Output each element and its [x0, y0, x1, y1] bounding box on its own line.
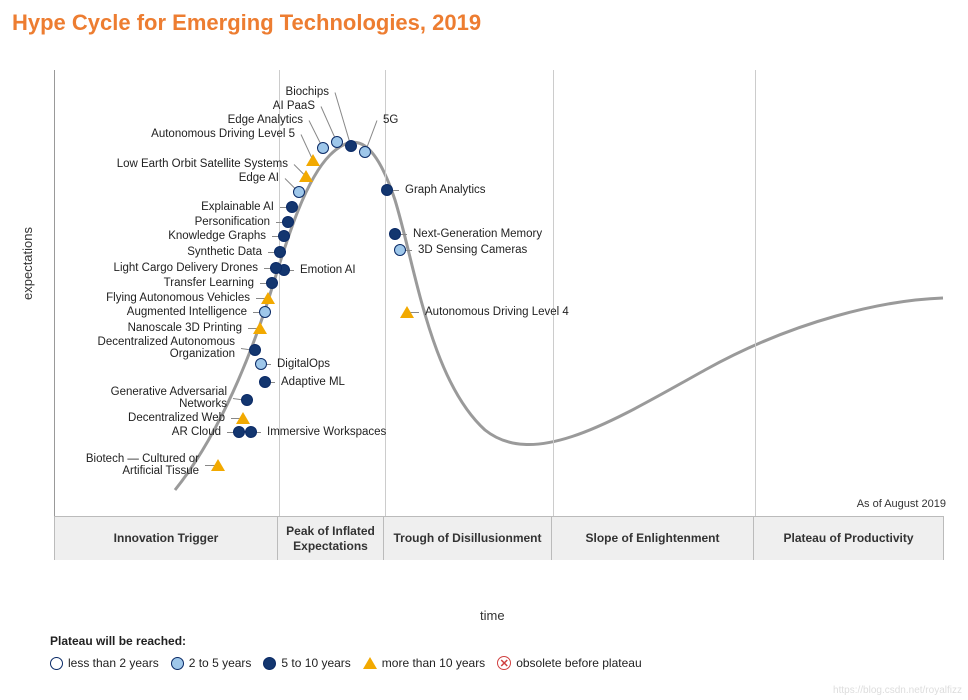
point-label: Nanoscale 3D Printing	[128, 322, 248, 334]
point-label: Autonomous Driving Level 5	[151, 128, 301, 140]
point-label: Knowledge Graphs	[168, 230, 272, 242]
point-label: Adaptive ML	[275, 376, 345, 388]
point-label: Generative AdversarialNetworks	[111, 386, 233, 410]
legend-swatch	[50, 657, 63, 670]
point-label: Synthetic Data	[187, 246, 268, 258]
legend-item: 5 to 10 years	[263, 656, 350, 670]
point-label: Edge Analytics	[228, 114, 309, 126]
phase-divider	[385, 70, 386, 516]
data-point	[211, 459, 225, 471]
point-label: 3D Sensing Cameras	[412, 244, 527, 256]
data-point	[249, 344, 261, 356]
point-label: Biochips	[286, 86, 335, 98]
point-label: Biotech — Cultured orArtificial Tissue	[86, 453, 205, 477]
point-label: Decentralized Web	[128, 412, 231, 424]
point-label: Immersive Workspaces	[261, 426, 386, 438]
data-point	[345, 140, 357, 152]
phase-label: Slope of Enlightenment	[552, 516, 754, 560]
data-point	[381, 184, 393, 196]
point-label: Decentralized AutonomousOrganization	[98, 336, 241, 360]
legend-label: more than 10 years	[382, 656, 485, 670]
data-point	[306, 154, 320, 166]
legend: Plateau will be reached: less than 2 yea…	[50, 634, 642, 670]
legend-label: 2 to 5 years	[189, 656, 252, 670]
legend-swatch: ✕	[497, 656, 511, 670]
x-axis-label: time	[480, 608, 505, 623]
data-point	[274, 246, 286, 258]
point-label: Edge AI	[239, 172, 285, 184]
legend-item: less than 2 years	[50, 656, 159, 670]
page-title: Hype Cycle for Emerging Technologies, 20…	[0, 0, 968, 36]
point-label: DigitalOps	[271, 358, 330, 370]
data-point	[270, 262, 282, 274]
legend-label: less than 2 years	[68, 656, 159, 670]
data-point	[394, 244, 406, 256]
point-label: Personification	[195, 216, 276, 228]
legend-item: 2 to 5 years	[171, 656, 252, 670]
phase-divider	[553, 70, 554, 516]
data-point	[282, 216, 294, 228]
y-axis-label: expectations	[20, 227, 35, 300]
legend-label: 5 to 10 years	[281, 656, 350, 670]
legend-swatch	[363, 657, 377, 669]
data-point	[278, 230, 290, 242]
point-label: Low Earth Orbit Satellite Systems	[117, 158, 294, 170]
data-point	[266, 277, 278, 289]
data-point	[245, 426, 257, 438]
data-point	[331, 136, 343, 148]
data-point	[261, 292, 275, 304]
data-point	[359, 146, 371, 158]
watermark: https://blog.csdn.net/royalfizz	[833, 685, 962, 696]
chart-area: Biotech — Cultured orArtificial Tissue AR…	[54, 70, 944, 560]
data-point	[236, 412, 250, 424]
phase-divider	[755, 70, 756, 516]
point-label: AR Cloud	[172, 426, 227, 438]
point-label: 5G	[377, 114, 398, 126]
data-point	[253, 322, 267, 334]
data-point	[241, 394, 253, 406]
legend-swatch	[263, 657, 276, 670]
data-point	[299, 170, 313, 182]
data-point	[255, 358, 267, 370]
point-label: Transfer Learning	[164, 277, 260, 289]
legend-item: more than 10 years	[363, 656, 485, 670]
data-point	[317, 142, 329, 154]
point-label: Autonomous Driving Level 4	[419, 306, 569, 318]
point-label: AI PaaS	[273, 100, 321, 112]
point-label: Flying Autonomous Vehicles	[106, 292, 256, 304]
data-point	[259, 306, 271, 318]
phase-label: Trough of Disillusionment	[384, 516, 552, 560]
data-point	[233, 426, 245, 438]
data-point	[400, 306, 414, 318]
point-label: Emotion AI	[294, 264, 356, 276]
data-point	[389, 228, 401, 240]
point-label: Graph Analytics	[399, 184, 486, 196]
legend-swatch	[171, 657, 184, 670]
point-label: Explainable AI	[201, 201, 280, 213]
data-point	[293, 186, 305, 198]
legend-title: Plateau will be reached:	[50, 634, 642, 648]
phase-label: Innovation Trigger	[54, 516, 278, 560]
point-label: Next-Generation Memory	[407, 228, 542, 240]
data-point	[259, 376, 271, 388]
legend-item: ✕ obsolete before plateau	[497, 656, 641, 670]
legend-label: obsolete before plateau	[516, 656, 641, 670]
point-label: Light Cargo Delivery Drones	[114, 262, 264, 274]
phase-label: Plateau of Productivity	[754, 516, 944, 560]
point-label: Augmented Intelligence	[127, 306, 253, 318]
phase-label: Peak of Inflated Expectations	[278, 516, 384, 560]
as-of-note: As of August 2019	[857, 498, 946, 510]
data-point	[286, 201, 298, 213]
phase-band: Innovation TriggerPeak of Inflated Expec…	[54, 516, 944, 560]
